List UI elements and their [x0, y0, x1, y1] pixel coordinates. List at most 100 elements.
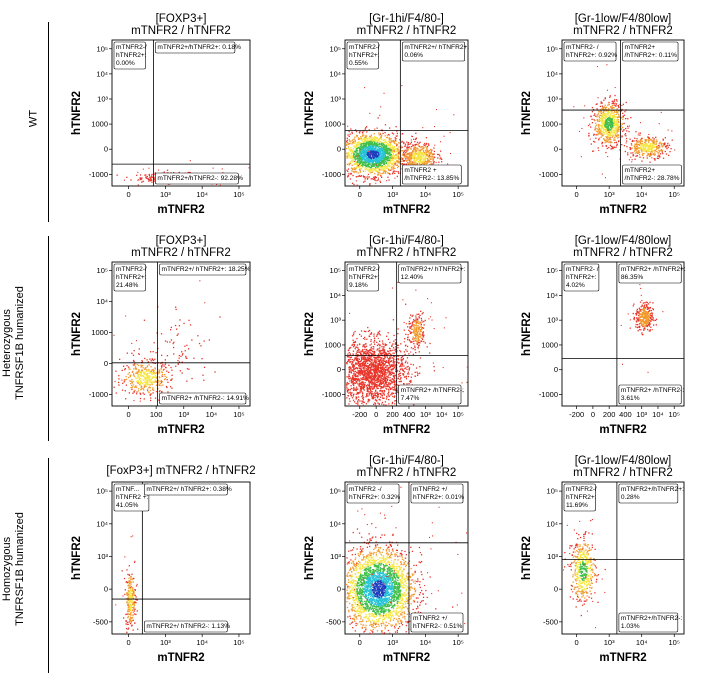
- chart-title: [Gr-1low/F4/80low]: [575, 235, 672, 247]
- quadrant-label-top-right: mTNFR2+/ hTNFR2+:0.06%: [402, 41, 469, 62]
- y-tick-label: 10⁴: [329, 519, 341, 528]
- x-tick-label: 10³: [160, 638, 171, 647]
- svg-text:mTNFR2 +: mTNFR2 +: [404, 167, 437, 174]
- svg-text:0.55%: 0.55%: [349, 60, 368, 67]
- quadrant-label-top-left: mTNFR2-/hTNFR2+:0.00%: [113, 41, 147, 70]
- x-axis-label: mTNFR2: [383, 204, 430, 216]
- quadrant-label-top-right: mTNFR2+/hTNFR2+: 0.18%: [155, 41, 241, 54]
- y-tick-label: 0: [104, 585, 108, 594]
- y-axis-label: hTNFR2: [304, 91, 316, 135]
- x-tick-label: 0: [591, 410, 595, 419]
- y-tick-label: 10⁵: [547, 44, 558, 53]
- chart-panel-6: [Gr-1low/F4/80low]mTNFR2 / hTNFR2 mTNFR2-…: [521, 235, 686, 436]
- row-label-line: Heterozygous: [1, 309, 13, 377]
- row-label-wt: WT: [28, 49, 41, 189]
- x-axis-label: mTNFR2: [383, 424, 430, 436]
- quadrant-label-bottom-right: mTNFR2 +/hTNFR2-: 0.51%: [410, 612, 464, 633]
- y-tick-label: 10³: [547, 94, 558, 103]
- quadrant-label-top-right: mTNFR2+/ hTNFR2+:12.40%: [398, 263, 466, 284]
- x-tick-label: 10⁵: [233, 410, 244, 419]
- y-tick-label: 1000: [541, 120, 558, 129]
- data-points: [563, 503, 606, 629]
- chart-panel-3: [Gr-1low/F4/80low]mTNFR2 / hTNFR2mTNFR2-…: [521, 13, 685, 216]
- svg-text:mTNFR2-/: mTNFR2-/: [349, 44, 380, 51]
- quadrant-label-bottom-right: mTNFR2+ /hTNFR2-:3.61%: [618, 384, 684, 405]
- chart-title: mTNFR2 / hTNFR2: [573, 467, 673, 479]
- quadrant-label-top-left: mTNFR2- /hTNFR2+: 0.92%: [563, 41, 617, 62]
- y-tick-label: 10⁵: [97, 487, 108, 496]
- chart-title: mTNFR2 / hTNFR2: [573, 247, 673, 259]
- x-tick-label: 10⁵: [452, 190, 463, 199]
- y-tick-label: 1000: [541, 340, 558, 349]
- chart-panel-9: [Gr-1low/F4/80low]mTNFR2 / hTNFR2mTNFR2-…: [521, 455, 685, 664]
- quadrant-label-top-right: mTNFR2+/hTNFR2+:0.28%: [618, 483, 684, 504]
- svg-text:mTNFR2+: mTNFR2+: [625, 44, 656, 51]
- row-separator-2: [48, 236, 49, 441]
- x-tick-label: 10⁴: [196, 638, 208, 647]
- y-axis-label: hTNFR2: [71, 312, 83, 356]
- svg-text:mTNFR2-/: mTNFR2-/: [116, 266, 147, 273]
- x-tick-label: 0: [374, 410, 378, 419]
- svg-text:/hTNFR2-: 13.85%: /hTNFR2-: 13.85%: [404, 175, 459, 182]
- x-tick-label: 0: [575, 190, 579, 199]
- y-tick-label: 1000: [324, 340, 341, 349]
- y-tick-label: 10⁵: [97, 44, 108, 53]
- x-tick-label: 200: [603, 410, 616, 419]
- row-label-line: Homozygous: [1, 536, 13, 602]
- y-tick-label: 10⁵: [330, 266, 341, 275]
- y-tick-label: 1000: [91, 328, 108, 337]
- quadrant-label-bottom-right: mTNFR2 +/hTNFR2-: 13.85%: [402, 164, 462, 185]
- row-label-line: WT: [27, 109, 40, 128]
- y-axis-label: hTNFR2: [521, 312, 533, 356]
- quadrant-label-top-left: mTNF...hTNFR2 +:41.05%: [113, 483, 150, 512]
- x-tick-label: 10⁴: [420, 190, 432, 199]
- quadrant-label-top-right: mTNFR2+/ hTNFR2+: 0.38%: [144, 483, 232, 496]
- y-tick-label: 0: [337, 365, 341, 374]
- svg-text:hTNFR2+:: hTNFR2+:: [116, 274, 147, 281]
- y-tick-label: 0: [337, 145, 341, 154]
- x-tick-label: 10⁵: [669, 638, 680, 647]
- y-tick-label: 1000: [324, 120, 341, 129]
- quadrant-label-top-left: mTNFR2-/hTNFR2+:0.55%: [346, 41, 380, 70]
- y-tick-label: -1000: [322, 170, 341, 179]
- quadrant-label-bottom-right: mTNFR2+/hTNFR2-: 92.28%: [155, 172, 243, 185]
- x-axis-label: mTNFR2: [599, 652, 646, 664]
- x-tick-label: 0: [358, 190, 362, 199]
- chart-title: mTNFR2 / hTNFR2: [573, 25, 673, 37]
- x-tick-label: -200: [352, 410, 367, 419]
- y-tick-label: -1000: [539, 170, 558, 179]
- y-tick-label: 10³: [330, 316, 341, 325]
- y-tick-label: 10⁴: [546, 69, 558, 78]
- y-tick-label: 10⁴: [329, 291, 341, 300]
- x-tick-label: 400: [619, 410, 632, 419]
- svg-text:mTNFR2+/ hTNFR2+: 18.25%: mTNFR2+/ hTNFR2+: 18.25%: [162, 266, 251, 273]
- chart-title: [FOXP3+]: [156, 235, 207, 247]
- y-tick-label: 0: [554, 145, 558, 154]
- x-tick-label: 10³: [636, 410, 647, 419]
- svg-text:mTNFR2-/: mTNFR2-/: [116, 44, 147, 51]
- data-points: [573, 64, 676, 180]
- quadrant-label-top-left: mTNFR2 -/hTNFR2+: 0.32%: [346, 483, 400, 504]
- x-tick-label: 10³: [387, 190, 398, 199]
- quadrant-label-top-left: mTNFR2-/hTNFR2+:9.18%: [346, 263, 380, 292]
- quadrant-label-bottom-right: mTNFR2+ /hTNFR2-:7.47%: [398, 384, 464, 405]
- y-axis-label: hTNFR2: [521, 91, 533, 135]
- x-tick-label: 0: [575, 638, 579, 647]
- y-tick-label: 0: [554, 365, 558, 374]
- quadrant-label-top-left: mTNFR2- /hTNFR2+:4.02%: [563, 263, 600, 292]
- chart-title: mTNFR2 / hTNFR2: [357, 25, 457, 37]
- quadrant-label-bottom-right: mTNFR2+/hTNFR2-:1.03%: [618, 612, 682, 633]
- x-axis-label: mTNFR2: [383, 652, 430, 664]
- x-tick-label: 200: [386, 410, 399, 419]
- x-tick-label: 10⁴: [636, 190, 648, 199]
- x-axis-label: mTNFR2: [599, 424, 646, 436]
- svg-text:mTNFR2+/hTNFR2+: 0.18%: mTNFR2+/hTNFR2+: 0.18%: [157, 44, 241, 51]
- quadrant-label-bottom-right: mTNFR2+/hTNFR2-: 28.78%: [622, 164, 682, 185]
- x-tick-label: 0: [126, 638, 130, 647]
- x-tick-label: 10³: [387, 638, 398, 647]
- chart-title: mTNFR2 / hTNFR2: [357, 467, 457, 479]
- y-tick-label: 10⁴: [96, 297, 108, 306]
- y-tick-label: 10³: [97, 94, 108, 103]
- y-axis-label: hTNFR2: [71, 91, 83, 135]
